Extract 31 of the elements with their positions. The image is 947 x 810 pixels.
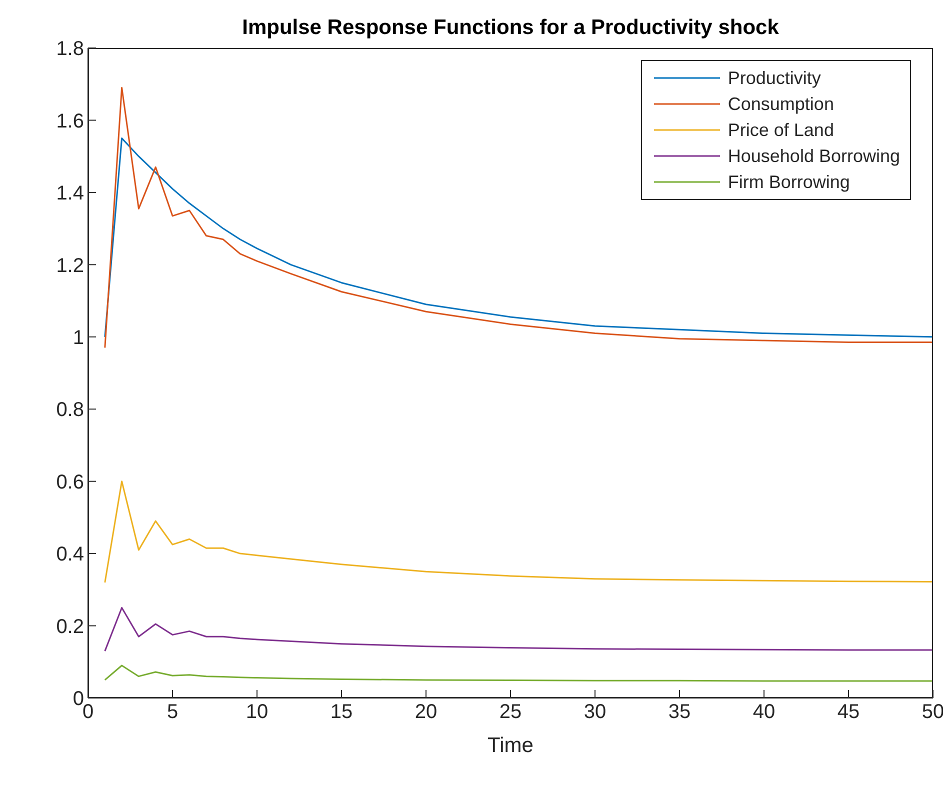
x-tick-label: 20 xyxy=(414,701,438,724)
x-tick-label: 40 xyxy=(752,701,776,724)
x-tick-label: 5 xyxy=(166,701,178,724)
y-tick-label: 1 xyxy=(72,326,84,349)
x-tick-label: 50 xyxy=(922,701,944,724)
x-tick-label: 10 xyxy=(246,701,268,724)
x-tick-label: 45 xyxy=(837,701,860,724)
y-tick-label: 1.8 xyxy=(56,38,84,60)
line-series xyxy=(104,606,933,652)
line-series xyxy=(104,138,933,338)
y-tick-label: 1.2 xyxy=(56,254,84,277)
x-tick-label: 30 xyxy=(584,701,606,724)
x-tick-label: 15 xyxy=(330,701,353,724)
legend-label: Consumption xyxy=(728,93,834,116)
y-tick-label: 0.2 xyxy=(56,616,84,638)
y-tick-label: 0.8 xyxy=(56,399,84,422)
line-series xyxy=(104,480,933,584)
line-series xyxy=(104,664,933,682)
legend-label: Price of Land xyxy=(728,119,834,142)
y-tick-label: 1.6 xyxy=(56,110,84,132)
y-tick-label: 0.6 xyxy=(56,471,84,494)
x-axis-title: Time xyxy=(488,734,534,757)
legend-label: Household Borrowing xyxy=(728,145,900,168)
x-tick-label: 25 xyxy=(499,701,522,724)
legend-label: Firm Borrowing xyxy=(728,171,850,194)
x-tick-label: 35 xyxy=(668,701,691,724)
line-series xyxy=(104,86,933,348)
chart-title: Impulse Response Functions for a Productivity shock xyxy=(241,16,780,40)
legend-label: Productivity xyxy=(728,67,821,90)
y-tick-label: 1.4 xyxy=(56,182,84,205)
y-tick-label: 0.4 xyxy=(56,544,84,566)
